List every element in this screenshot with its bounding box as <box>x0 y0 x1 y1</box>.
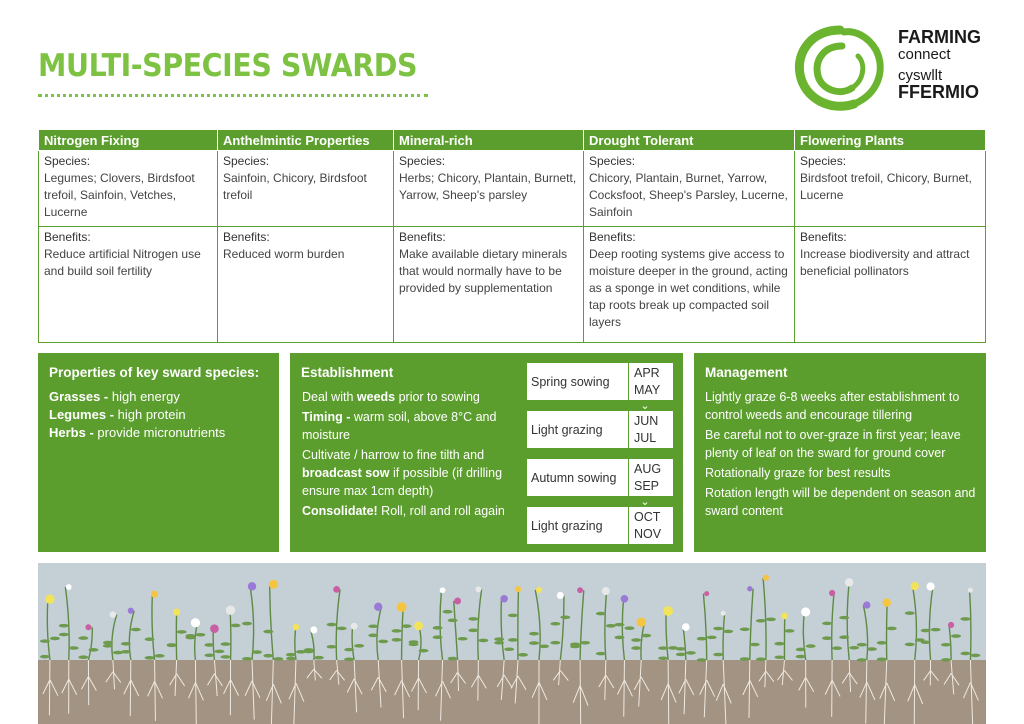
benefits-text: Reduce artificial Nitrogen use and build… <box>44 247 201 278</box>
header-drought-tolerant: Drought Tolerant <box>583 129 795 151</box>
benefits-cell: Benefits: Reduce artificial Nitrogen use … <box>38 226 218 343</box>
management-heading: Management <box>705 365 788 380</box>
schedule-label: Autumn sowing <box>531 459 629 496</box>
sward-illustration <box>38 563 986 724</box>
logo-text-connect: connect <box>898 46 951 63</box>
schedule-months: OCT NOV <box>634 510 662 541</box>
logo-text-cyswllt: cyswllt <box>898 67 943 84</box>
title-underline <box>38 94 428 97</box>
schedule-label: Spring sowing <box>531 363 629 400</box>
benefits-text: Deep rooting systems give access to mois… <box>589 247 788 329</box>
benefits-label: Benefits: <box>223 230 270 244</box>
schedule-months: JUN JUL <box>634 414 659 445</box>
property-item-grasses: Grasses - high energy <box>49 389 180 404</box>
benefits-cell: Benefits: Deep rooting systems give acces… <box>583 226 795 343</box>
schedule-row: Light grazing JUN JUL <box>527 411 673 448</box>
benefits-cell: Benefits: Increase biodiversity and attra… <box>794 226 986 343</box>
header-mineral-rich: Mineral-rich <box>393 129 584 151</box>
species-cell: Species: Legumes; Clovers, Birdsfoot tref… <box>38 150 218 227</box>
sward-cross-section-image <box>38 563 986 724</box>
species-cell: Species: Chicory, Plantain, Burnet, Yarro… <box>583 150 795 227</box>
species-cell: Species: Birdsfoot trefoil, Chicory, Burn… <box>794 150 986 227</box>
property-item-legumes: Legumes - high protein <box>49 407 186 422</box>
species-text: Chicory, Plantain, Burnet, Yarrow, Cocks… <box>589 171 788 219</box>
schedule-months: APR MAY <box>634 366 661 397</box>
benefits-label: Benefits: <box>800 230 847 244</box>
establishment-heading: Establishment <box>301 365 394 380</box>
schedule-months: AUG SEP <box>634 462 662 493</box>
species-text: Birdsfoot trefoil, Chicory, Burnet, Luce… <box>800 171 972 202</box>
benefits-label: Benefits: <box>589 230 636 244</box>
logo-swirl-icon <box>794 25 884 111</box>
benefits-text: Make available dietary minerals that wou… <box>399 247 568 295</box>
farming-connect-logo: FARMING connect cyswllt FFERMIO <box>790 22 990 114</box>
species-text: Herbs; Chicory, Plantain, Burnett, Yarro… <box>399 171 577 202</box>
schedule-row: Spring sowing APR MAY <box>527 363 673 400</box>
properties-panel: Properties of key sward species: Grasses… <box>38 353 279 552</box>
schedule-label: Light grazing <box>531 507 629 544</box>
species-label: Species: <box>44 154 91 168</box>
species-label: Species: <box>800 154 847 168</box>
species-table: Nitrogen Fixing Anthelmintic Properties … <box>38 129 986 343</box>
header-nitrogen-fixing: Nitrogen Fixing <box>38 129 218 151</box>
management-item: Be careful not to over-graze in first ye… <box>705 428 961 460</box>
species-label: Species: <box>589 154 636 168</box>
species-label: Species: <box>223 154 270 168</box>
step-consolidate: Consolidate! Roll, roll and roll again <box>302 504 505 518</box>
schedule-label: Light grazing <box>531 411 629 448</box>
step-weeds: Deal with weeds prior to sowing <box>302 390 480 404</box>
management-item: Lightly graze 6-8 weeks after establishm… <box>705 390 960 422</box>
benefits-label: Benefits: <box>44 230 91 244</box>
properties-list: Grasses - high energy Legumes - high pro… <box>49 388 225 442</box>
management-item: Rotation length will be dependent on sea… <box>705 486 976 518</box>
header-anthelmintic: Anthelmintic Properties <box>217 129 394 151</box>
species-text: Sainfoin, Chicory, Birdsfoot trefoil <box>223 171 367 202</box>
benefits-label: Benefits: <box>399 230 446 244</box>
property-item-herbs: Herbs - provide micronutrients <box>49 425 226 440</box>
header-flowering-plants: Flowering Plants <box>794 129 986 151</box>
species-label: Species: <box>399 154 446 168</box>
logo-text-ffermio: FFERMIO <box>898 82 979 102</box>
management-item: Rotationally graze for best results <box>705 466 891 480</box>
species-cell: Species: Herbs; Chicory, Plantain, Burnet… <box>393 150 584 227</box>
step-cultivate: Cultivate / harrow to fine tilth and bro… <box>302 448 503 498</box>
benefits-cell: Benefits: Make available dietary minerals… <box>393 226 584 343</box>
species-cell: Species: Sainfoin, Chicory, Birdsfoot tre… <box>217 150 394 227</box>
page-title: MULTI-SPECIES SWARDS <box>38 48 418 84</box>
benefits-text: Reduced worm burden <box>223 247 345 261</box>
benefits-text: Increase biodiversity and attract benefi… <box>800 247 970 278</box>
establishment-steps: Deal with weeds prior to sowing Timing -… <box>302 388 522 522</box>
schedule-row: Autumn sowing AUG SEP <box>527 459 673 496</box>
benefits-cell: Benefits: Reduced worm burden <box>217 226 394 343</box>
management-list: Lightly graze 6-8 weeks after establishm… <box>705 388 977 522</box>
properties-heading: Properties of key sward species: <box>49 365 260 380</box>
chevron-down-icon: ⌄ <box>640 496 650 508</box>
schedule-row: Light grazing OCT NOV <box>527 507 673 544</box>
management-panel: Management Lightly graze 6-8 weeks after… <box>694 353 986 552</box>
species-text: Legumes; Clovers, Birdsfoot trefoil, Sai… <box>44 171 195 219</box>
chevron-down-icon: ⌄ <box>640 400 650 412</box>
logo-text-farming: FARMING <box>898 27 981 47</box>
step-timing: Timing - warm soil, above 8°C and moistu… <box>302 410 497 442</box>
establishment-panel: Establishment Deal with weeds prior to s… <box>290 353 683 552</box>
